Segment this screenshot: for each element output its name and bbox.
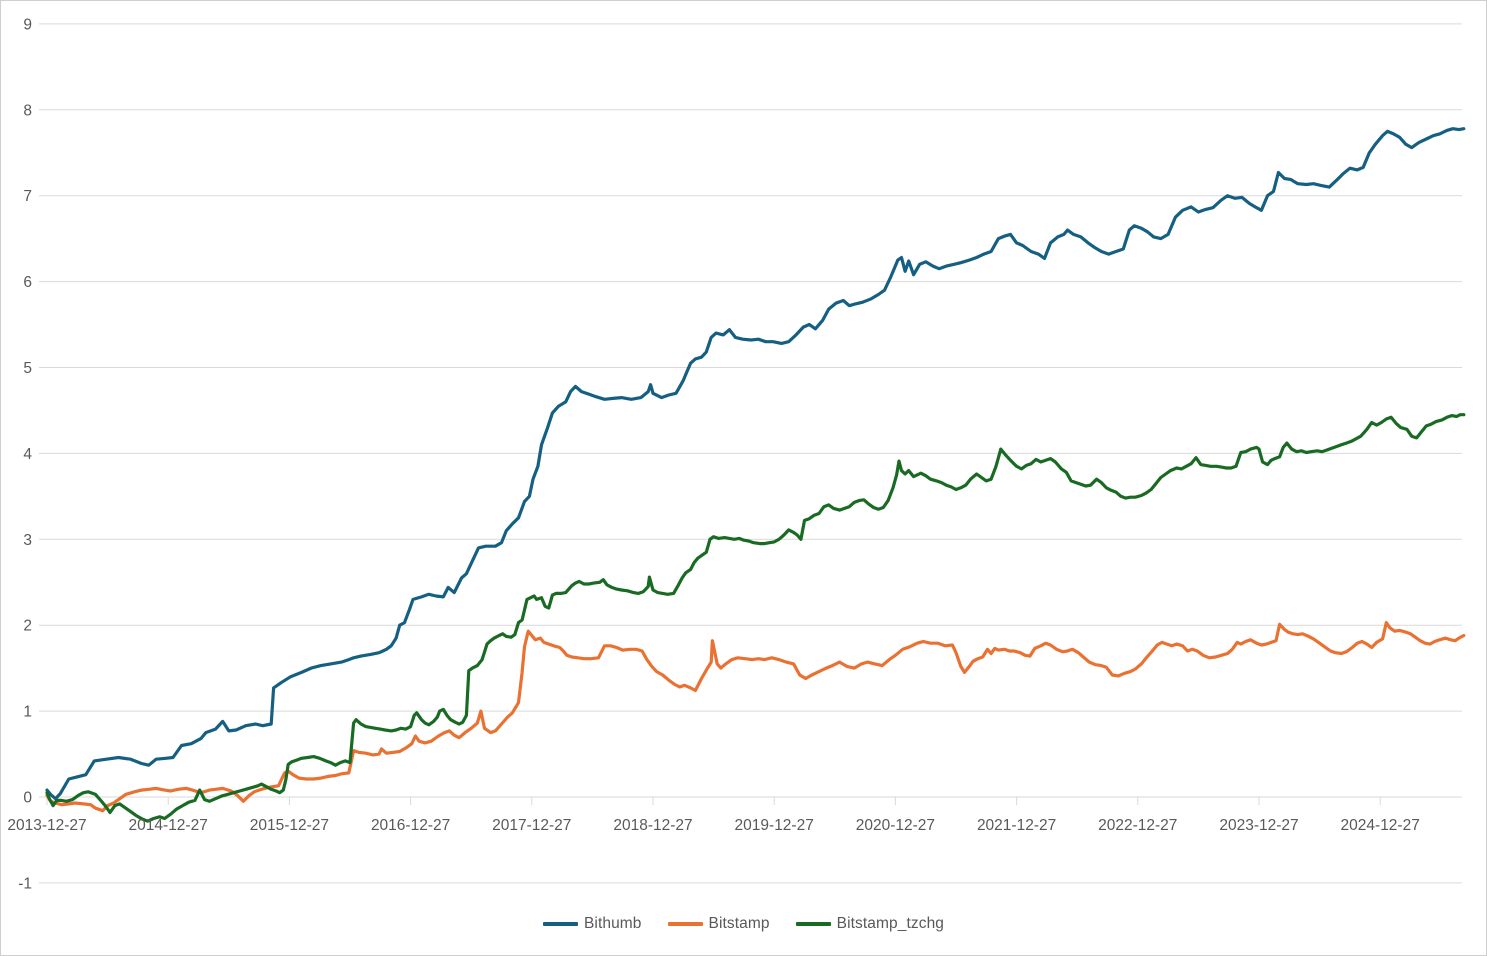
x-tick-label-7: 2020-12-27 (856, 817, 935, 834)
x-tick-label-4: 2017-12-27 (492, 817, 571, 834)
legend-swatch-bitstamp-tzchg (795, 922, 831, 926)
x-tick-label-0: 2013-12-27 (7, 817, 86, 834)
legend-item-bitstamp[interactable]: Bitstamp (667, 915, 770, 933)
legend-item-bitstamp-tzchg[interactable]: Bitstamp_tzchg (795, 915, 945, 933)
legend-item-bithumb[interactable]: Bithumb (542, 915, 642, 933)
legend-swatch-bitstamp (667, 922, 703, 926)
legend-label-bitstamp: Bitstamp (708, 915, 770, 932)
x-tick-label-9: 2022-12-27 (1098, 817, 1177, 834)
series-lines (45, 127, 1466, 823)
legend-swatch-bithumb (542, 922, 578, 926)
x-tick-label-3: 2016-12-27 (371, 817, 450, 834)
x-tick-label-10: 2023-12-27 (1219, 817, 1298, 834)
x-tick-label-5: 2018-12-27 (613, 817, 692, 834)
x-tick-label-8: 2021-12-27 (977, 817, 1056, 834)
y-axis-labels: 9 8 7 6 5 4 3 2 1 0 -1 (18, 16, 32, 892)
x-tick-label-11: 2024-12-27 (1341, 817, 1420, 834)
legend-label-bithumb: Bithumb (583, 915, 642, 932)
series-line-bitstamp (45, 620, 1466, 813)
y-tick-label-0: 0 (23, 790, 32, 807)
y-tick-label-2: 2 (23, 618, 32, 635)
gridlines (39, 23, 1462, 884)
x-tick-label-1: 2014-12-27 (129, 817, 208, 834)
y-tick-label-9: 9 (23, 16, 32, 33)
legend: Bithumb Bitstamp Bitstamp_tzchg (1, 915, 1486, 933)
series-line-bitstamp_tzchg (45, 413, 1466, 823)
x-tick-label-6: 2019-12-27 (735, 817, 814, 834)
y-tick-label--1: -1 (18, 875, 32, 892)
series-line-bithumb (45, 127, 1466, 801)
legend-label-bitstamp-tzchg: Bitstamp_tzchg (836, 915, 945, 932)
y-tick-label-7: 7 (23, 188, 32, 205)
y-tick-label-4: 4 (23, 446, 32, 463)
y-tick-label-3: 3 (23, 532, 32, 549)
x-tick-label-2: 2015-12-27 (250, 817, 329, 834)
y-tick-label-6: 6 (23, 274, 32, 291)
x-axis-labels: 2013-12-27 2014-12-27 2015-12-27 2016-12-27… (7, 817, 1419, 834)
y-tick-label-8: 8 (23, 102, 32, 119)
y-tick-label-5: 5 (23, 360, 32, 377)
y-tick-label-1: 1 (23, 704, 32, 721)
